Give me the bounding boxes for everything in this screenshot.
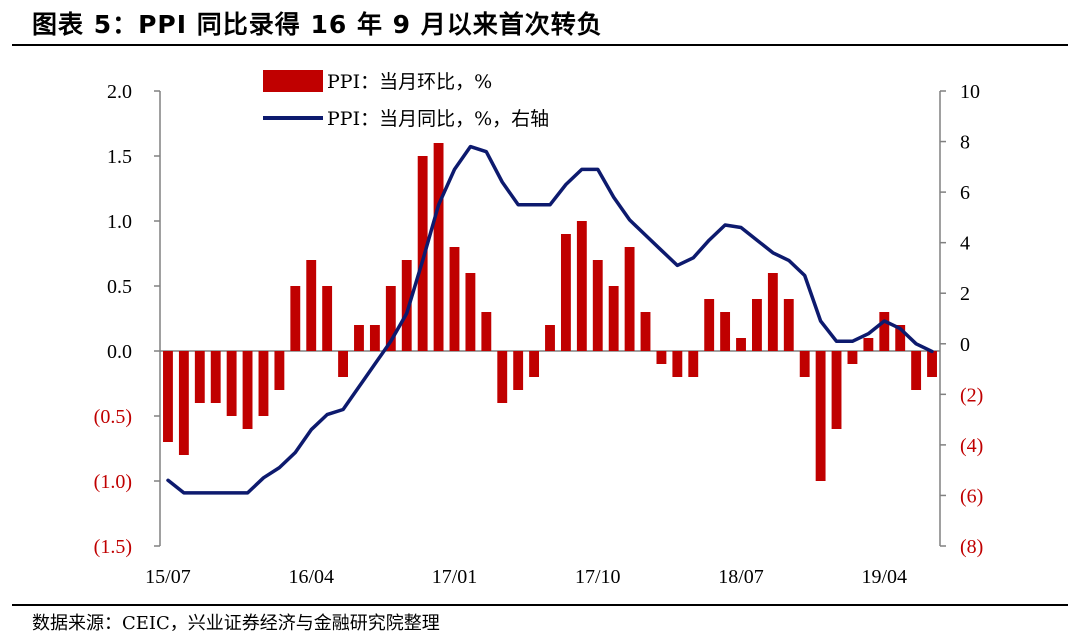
bar-mom-16-05 xyxy=(322,286,333,351)
bar-mom-18-11 xyxy=(799,351,810,377)
right-axis-tick-label: 2 xyxy=(960,283,970,305)
bar-mom-17-08 xyxy=(560,234,571,351)
right-axis-tick-label: 6 xyxy=(960,182,970,204)
bar-mom-19-02 xyxy=(847,351,858,364)
bar-mom-16-02 xyxy=(274,351,285,390)
legend-label-yoy: PPI：当月同比，%，右轴 xyxy=(327,108,549,130)
legend: PPI：当月环比，% PPI：当月同比，%，右轴 xyxy=(263,70,549,130)
right-axis-tick-label: 10 xyxy=(960,81,980,103)
bar-mom-16-03 xyxy=(290,286,301,351)
right-axis-tick-label: 4 xyxy=(960,233,970,255)
bar-mom-19-06 xyxy=(911,351,922,390)
bar-mom-17-10 xyxy=(592,260,603,351)
bar-mom-18-01 xyxy=(640,312,651,351)
bottom-rule xyxy=(12,604,1068,606)
bar-mom-15-11 xyxy=(226,351,237,416)
bar-mom-17-11 xyxy=(608,286,619,351)
bar-mom-17-12 xyxy=(624,247,635,351)
left-axis-tick-label: 1.5 xyxy=(107,146,132,168)
bar-mom-17-09 xyxy=(576,221,587,351)
top-rule xyxy=(12,44,1068,46)
bar-mom-18-09 xyxy=(767,273,778,351)
bar-mom-16-11 xyxy=(417,156,428,351)
bar-mom-18-07 xyxy=(736,338,746,351)
x-axis-tick-label: 17/01 xyxy=(432,566,478,588)
chart-title: 图表 5：PPI 同比录得 16 年 9 月以来首次转负 xyxy=(32,10,603,39)
x-axis-tick-label: 18/07 xyxy=(718,566,764,588)
bar-mom-17-03 xyxy=(481,312,492,351)
bar-mom-17-02 xyxy=(465,273,476,351)
bar-mom-16-04 xyxy=(306,260,317,351)
left-axis-tick-label: (1.0) xyxy=(94,471,132,493)
bar-mom-19-01 xyxy=(831,351,842,429)
bar-mom-18-08 xyxy=(752,299,762,351)
bar-mom-15-10 xyxy=(210,351,221,403)
left-axis-tick-label: 0.0 xyxy=(107,341,132,363)
bar-mom-19-03 xyxy=(863,338,874,351)
bar-mom-15-12 xyxy=(242,351,253,429)
bar-mom-17-07 xyxy=(545,325,555,351)
x-axis-tick-label: 15/07 xyxy=(145,566,191,588)
bar-mom-17-06 xyxy=(529,351,540,377)
right-axis-tick-label: (4) xyxy=(960,435,983,457)
right-axis-tick-label: (2) xyxy=(960,384,983,406)
left-axis-tick-label: 2.0 xyxy=(107,81,132,103)
bar-mom-16-09 xyxy=(385,286,396,351)
line-layer xyxy=(166,144,934,495)
bar-mom-18-12 xyxy=(815,351,826,481)
left-axis-tick-label: (0.5) xyxy=(94,406,132,428)
bar-mom-17-04 xyxy=(497,351,508,403)
bar-mom-16-10 xyxy=(401,260,412,351)
bar-mom-16-06 xyxy=(338,351,348,377)
bar-mom-16-12 xyxy=(433,143,444,351)
bars-layer xyxy=(163,143,937,481)
bar-mom-15-08 xyxy=(178,351,189,455)
bar-mom-19-05 xyxy=(895,325,906,351)
x-axis-tick-label: 19/04 xyxy=(862,566,908,588)
legend-label-mom: PPI：当月环比，% xyxy=(327,71,492,93)
bar-mom-15-07 xyxy=(163,351,173,442)
bar-mom-18-02 xyxy=(656,351,667,364)
x-axis-tick-label: 17/10 xyxy=(575,566,621,588)
bar-mom-15-09 xyxy=(194,351,205,403)
bar-mom-18-04 xyxy=(688,351,699,377)
bar-mom-16-08 xyxy=(369,325,380,351)
left-axis-tick-label: 0.5 xyxy=(107,276,132,298)
bar-mom-16-01 xyxy=(258,351,269,416)
legend-bar-swatch xyxy=(263,70,323,92)
source-note: 数据来源：CEIC，兴业证券经济与金融研究院整理 xyxy=(32,613,440,634)
right-axis-tick-label: (6) xyxy=(960,485,983,507)
left-axis-tick-label: (1.5) xyxy=(94,536,132,558)
axes-layer: (1.5) (1.0) (0.5) 0.0 0.5 1.0 1.5 2.0 (8) (6) (4) (… xyxy=(94,81,984,588)
bar-mom-18-06 xyxy=(720,312,731,351)
bar-mom-16-07 xyxy=(354,325,364,351)
bar-mom-17-01 xyxy=(449,247,460,351)
bar-mom-19-04 xyxy=(879,312,890,351)
chart-title-row: 图表 5：PPI 同比录得 16 年 9 月以来首次转负 xyxy=(32,6,1068,46)
bar-mom-18-03 xyxy=(672,351,683,377)
bar-mom-17-05 xyxy=(513,351,524,390)
right-axis-tick-label: 8 xyxy=(960,132,970,154)
right-axis-tick-label: (8) xyxy=(960,536,983,558)
x-axis-tick-label: 16/04 xyxy=(288,566,334,588)
left-axis-tick-label: 1.0 xyxy=(107,211,132,233)
right-axis-tick-label: 0 xyxy=(960,334,970,356)
bar-mom-19-07 xyxy=(927,351,937,377)
bar-mom-18-10 xyxy=(783,299,794,351)
bar-mom-18-05 xyxy=(704,299,715,351)
